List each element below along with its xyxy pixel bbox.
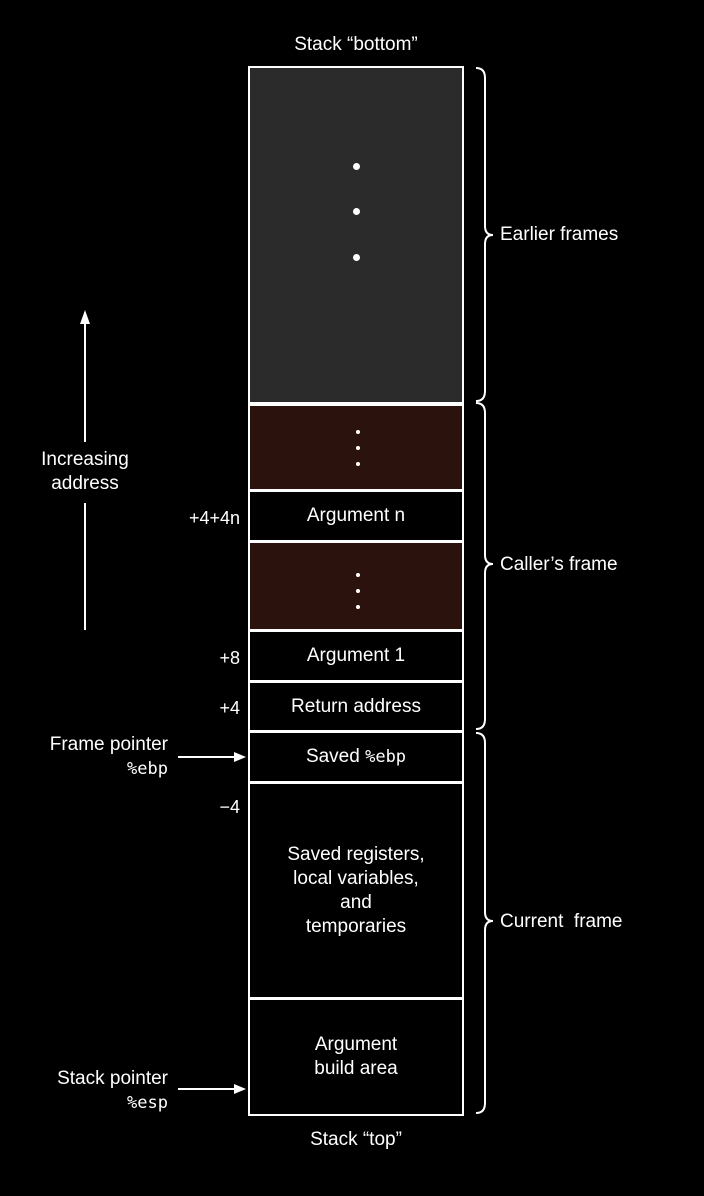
argument-build-area-cell: Argument build area [248, 998, 464, 1116]
argument-n-label: Argument n [306, 505, 406, 526]
frame-pointer-text: Frame pointer [49, 734, 168, 755]
stack-pointer-text: Stack pointer [57, 1068, 168, 1089]
build-line-2: build area [314, 1058, 398, 1079]
stack-bottom-label: Stack “bottom” [294, 34, 418, 55]
return-address-label: Return address [291, 695, 421, 717]
ellipsis-dot [356, 462, 360, 466]
locals-line-3: and [340, 891, 372, 913]
current-frame-label: Current frame [500, 911, 623, 932]
stack-pointer-label: Stack pointer %esp [10, 1067, 168, 1115]
earlier-frames-brace [475, 67, 494, 402]
saved-ebp-cell: Saved %ebp [248, 731, 464, 783]
callers-frame-label: Caller’s frame [500, 554, 618, 575]
argument-1-label: Argument 1 [306, 645, 406, 666]
stack-pointer-register: %esp [127, 1093, 168, 1113]
caller-middle-cell [248, 541, 464, 631]
offset-argument-1: +8 [219, 648, 240, 668]
increasing-address-line-1: Increasing [41, 449, 129, 470]
callers-frame-brace [475, 402, 494, 730]
current-frame-brace [475, 732, 494, 1114]
stack-column: Argument n Argument 1 Return address Sav… [248, 66, 464, 1116]
argument-n-cell: Argument n [248, 490, 464, 542]
locals-line-4: temporaries [305, 915, 407, 937]
offset-locals: −4 [219, 797, 240, 817]
increasing-address-line-2: address [51, 473, 119, 494]
stack-pointer-arrow [178, 1084, 246, 1094]
ellipsis-dot [356, 573, 360, 577]
increasing-address-arrow [80, 310, 90, 630]
stack-top-label: Stack “top” [310, 1129, 402, 1150]
frame-pointer-register: %ebp [127, 759, 168, 779]
locals-line-2: local variables, [293, 867, 419, 889]
ellipsis-dot [356, 605, 360, 609]
increasing-address-label: Increasing address [20, 448, 150, 496]
locals-line-1: Saved registers, [287, 843, 425, 865]
earlier-frames-cell [248, 66, 464, 404]
build-line-1: Argument [314, 1034, 398, 1055]
frame-pointer-label: Frame pointer %ebp [10, 733, 168, 781]
earlier-frames-label: Earlier frames [500, 224, 619, 245]
saved-ebp-register: %ebp [365, 747, 407, 767]
saved-ebp-prefix: Saved [305, 746, 366, 767]
offset-return-address: +4 [219, 698, 240, 718]
caller-upper-cell [248, 404, 464, 491]
frame-pointer-arrow [178, 752, 246, 762]
ellipsis-dot [353, 208, 360, 215]
offset-argument-n: +4+4n [188, 508, 240, 528]
ellipsis-dot [356, 430, 360, 434]
ellipsis-dot [353, 254, 360, 261]
saved-ebp-label: Saved %ebp [306, 745, 406, 769]
argument-1-cell: Argument 1 [248, 630, 464, 682]
ellipsis-dot [353, 163, 360, 170]
ellipsis-dot [356, 589, 360, 593]
locals-cell: Saved registers, local variables, and te… [248, 782, 464, 999]
ellipsis-dot [356, 446, 360, 450]
